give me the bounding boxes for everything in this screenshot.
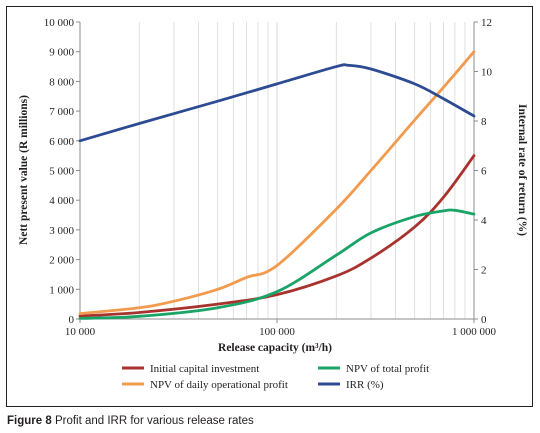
gridlines [138, 22, 466, 319]
y-right-tick-label: 6 [481, 166, 487, 178]
figure-label: Figure 8 [7, 415, 52, 427]
x-axis-title: Release capacity (m³/h) [218, 342, 332, 354]
y-axis-left-ticks: 0 1 000 2 000 3 000 4 000 5 000 6 000 7 000 8 00… [44, 17, 80, 326]
legend-label: Initial capital investment [150, 363, 259, 375]
x-axis-ticks: 10 000 100 000 1 000 000 [65, 319, 497, 338]
y-left-tick-label: 7 000 [49, 106, 74, 118]
y-axis-right-ticks: 0 2 4 6 8 10 12 [474, 17, 493, 326]
y-right-tick-label: 2 [481, 265, 487, 277]
legend-item-npv-of-daily-operational-profit: NPV of daily operational profit [122, 379, 288, 391]
y-left-tick-label: 6 000 [49, 136, 74, 148]
x-tick-label: 100 000 [259, 326, 295, 338]
legend-item-npv-of-total-profit: NPV of total profit [318, 363, 429, 375]
y-right-tick-label: 12 [481, 17, 492, 29]
legend-item-initial-capital-investment: Initial capital investment [122, 363, 259, 375]
y-right-tick-label: 10 [481, 67, 493, 79]
y-axis-left-title: Nett present value (R millions) [18, 95, 30, 245]
series-line-irr [78, 63, 476, 143]
x-tick-label: 10 000 [65, 326, 96, 338]
y-left-tick-label: 9 000 [49, 47, 74, 59]
legend-item-irr: IRR (%) [318, 379, 384, 391]
figure-caption: Figure 8 Profit and IRR for various rele… [7, 415, 254, 427]
figure-frame [6, 6, 533, 407]
legend-label: NPV of total profit [346, 363, 429, 375]
legend-label: NPV of daily operational profit [150, 379, 288, 391]
figure-caption-text: Profit and IRR for various release rates [54, 415, 254, 427]
x-tick-label: 1 000 000 [452, 326, 497, 338]
y-left-tick-label: 3 000 [49, 225, 74, 237]
legend: Initial capital investment NPV of total p… [122, 363, 429, 391]
y-axis-right-title: Internal rate of return (%) [516, 104, 528, 236]
y-left-tick-label: 1 000 [49, 284, 74, 296]
y-left-tick-label: 4 000 [49, 195, 74, 207]
y-left-tick-label: 0 [69, 314, 75, 326]
y-left-tick-label: 10 000 [44, 17, 75, 29]
series-line-npv-of-daily-operational-profit [78, 50, 476, 316]
y-left-tick-label: 5 000 [49, 166, 74, 178]
y-right-tick-label: 8 [481, 116, 487, 128]
y-right-tick-label: 0 [481, 314, 487, 326]
y-left-tick-label: 8 000 [49, 76, 74, 88]
series-lines [78, 50, 476, 320]
series-line-npv-of-total-profit [78, 208, 476, 320]
y-left-tick-label: 2 000 [49, 255, 74, 267]
y-right-tick-label: 4 [481, 215, 487, 227]
legend-label: IRR (%) [346, 379, 384, 391]
series-line-initial-capital-investment [78, 154, 476, 318]
